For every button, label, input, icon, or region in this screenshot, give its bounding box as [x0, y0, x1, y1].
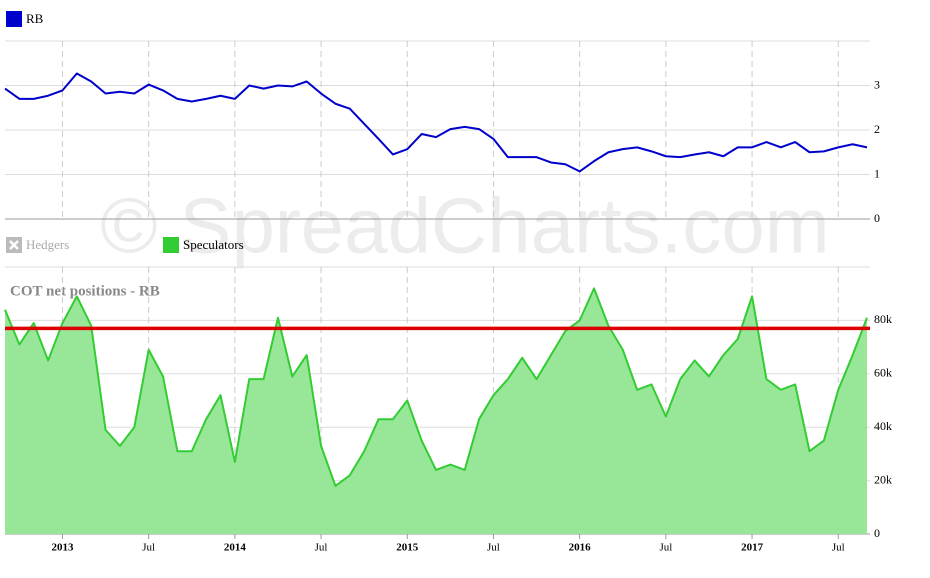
legend-label[interactable]: RB — [26, 11, 44, 26]
chart-subtitle: COT net positions - RB — [10, 283, 160, 299]
x-tick-label: Jul — [142, 542, 155, 554]
legend-label[interactable]: Speculators — [183, 237, 244, 252]
y-tick-label: 40k — [874, 419, 892, 433]
x-tick-label: 2017 — [741, 542, 764, 554]
x-tick-label: 2014 — [224, 542, 247, 554]
y-tick-label: 60k — [874, 366, 892, 380]
x-tick-label: Jul — [487, 542, 500, 554]
line — [4, 72, 868, 173]
line — [4, 287, 868, 487]
y-tick-label: 80k — [874, 312, 892, 326]
legend-off-icon — [9, 240, 19, 250]
y-tick-label: 0 — [874, 211, 880, 225]
x-tick-label: 2016 — [569, 542, 592, 554]
y-tick-label: 20k — [874, 472, 892, 486]
x-tick-label: Jul — [659, 542, 672, 554]
y-tick-label: 2 — [874, 122, 880, 136]
x-tick-label: Jul — [832, 542, 845, 554]
x-tick-label: 2013 — [51, 542, 74, 554]
legend-label[interactable]: Hedgers — [26, 237, 69, 252]
legend-swatch — [163, 237, 179, 253]
y-tick-label: 1 — [874, 166, 880, 180]
y-tick-label: 3 — [874, 77, 880, 91]
x-tick-label: Jul — [315, 542, 328, 554]
y-tick-label: 0 — [874, 526, 880, 540]
legend-swatch — [6, 11, 22, 27]
area — [5, 288, 867, 534]
watermark: © SpreadCharts.com — [100, 182, 829, 270]
x-tick-label: 2015 — [396, 542, 419, 554]
